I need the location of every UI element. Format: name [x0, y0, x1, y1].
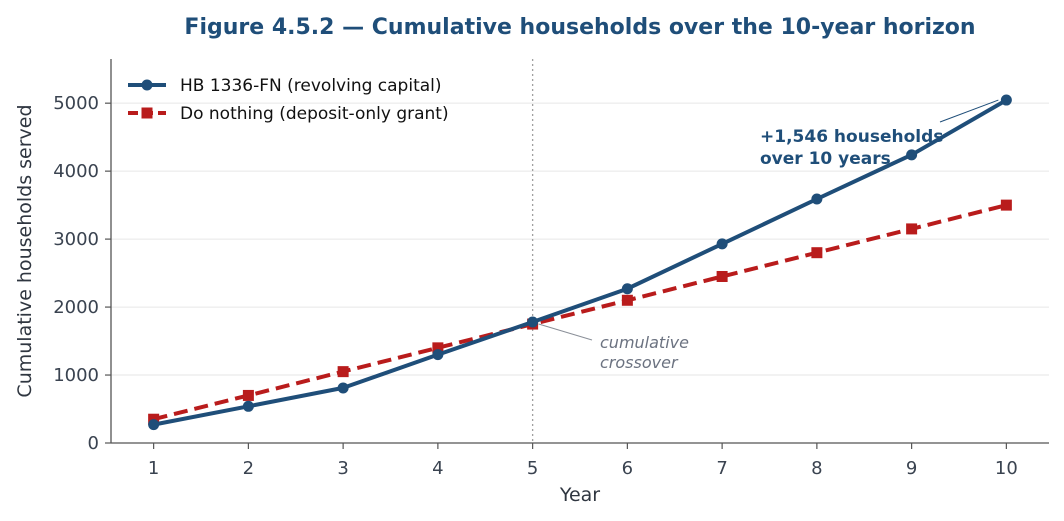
data-point: [716, 270, 728, 282]
y-tick-label: 3000: [53, 229, 99, 250]
legend-label: HB 1336-FN (revolving capital): [180, 76, 442, 96]
y-tick-label: 4000: [53, 161, 99, 182]
data-point: [242, 389, 254, 401]
data-point: [1000, 199, 1012, 211]
data-point: [811, 193, 823, 205]
crossover-annotation: cumulative crossover: [600, 333, 689, 372]
chart-title: Figure 4.5.2 — Cumulative households ove…: [184, 15, 975, 40]
data-point: [621, 294, 633, 306]
x-tick-label: 9: [906, 458, 917, 479]
crossover-pointer: [538, 323, 593, 341]
data-point: [432, 342, 444, 354]
y-tick-label: 0: [88, 433, 99, 454]
data-point: [621, 283, 633, 295]
legend-swatch-marker: [141, 79, 153, 91]
y-axis-label: Cumulative households served: [14, 104, 36, 397]
x-tick-label: 3: [337, 458, 348, 479]
x-tick-label: 2: [243, 458, 254, 479]
data-point: [906, 223, 918, 235]
legend: HB 1336-FN (revolving capital) Do nothing…: [128, 76, 449, 124]
x-axis-label: Year: [559, 484, 600, 506]
axes: 0 1000 2000 3000 4000 5000 1 2 3 4 5 6 7 8 9 10: [53, 59, 1049, 479]
legend-item-0: HB 1336-FN (revolving capital): [128, 76, 442, 96]
x-tick-label: 6: [622, 458, 633, 479]
data-point: [906, 149, 918, 161]
data-point: [337, 366, 349, 378]
series-line: [153, 203, 1007, 422]
annotation-line: cumulative: [600, 333, 689, 352]
annotation-arrow: [939, 99, 999, 123]
data-point: [148, 419, 160, 431]
annotation-line: +1,546 households: [760, 127, 943, 147]
data-point: [1000, 94, 1012, 106]
legend-swatch-marker: [141, 107, 153, 119]
data-point: [716, 238, 728, 250]
y-tick-label: 2000: [53, 297, 99, 318]
x-tick-label: 7: [716, 458, 727, 479]
series-0: [148, 94, 1012, 431]
legend-label: Do nothing (deposit-only grant): [180, 104, 449, 124]
series-line: [153, 98, 1008, 427]
series: [148, 94, 1012, 431]
x-tick-label: 1: [148, 458, 159, 479]
annotation-line: over 10 years: [760, 149, 891, 169]
y-tick-label: 5000: [53, 93, 99, 114]
data-point: [242, 400, 254, 412]
data-point: [432, 349, 444, 361]
x-tick-label: 4: [432, 458, 443, 479]
data-point: [527, 316, 539, 328]
x-tick-label: 5: [527, 458, 538, 479]
legend-item-1: Do nothing (deposit-only grant): [128, 104, 449, 124]
data-point: [811, 247, 823, 259]
series-1: [148, 199, 1012, 425]
x-tick-label: 8: [811, 458, 822, 479]
annotation-line: crossover: [600, 353, 679, 372]
annotations: +1,546 households over 10 years cumulative…: [538, 99, 999, 372]
data-point: [337, 382, 349, 394]
difference-annotation: +1,546 households over 10 years: [760, 127, 943, 169]
grid: [111, 102, 1049, 376]
y-tick-label: 1000: [53, 365, 99, 386]
x-tick-label: 10: [995, 458, 1018, 479]
